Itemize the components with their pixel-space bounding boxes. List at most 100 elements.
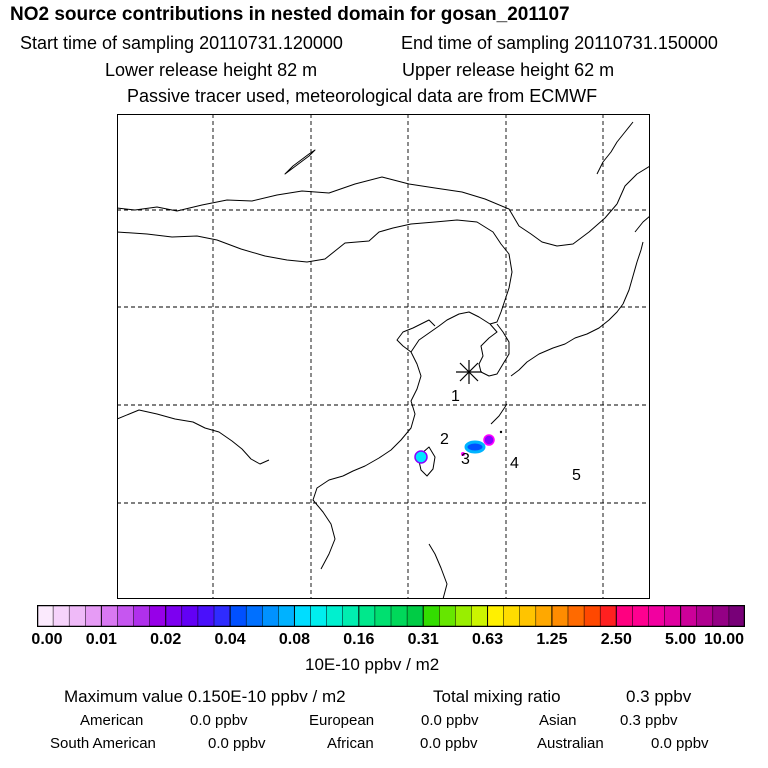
colorbar-swatch: [728, 605, 745, 627]
european-value: 0.0 ppbv: [421, 712, 479, 729]
colorbar-tick-label: 0.16: [343, 631, 375, 648]
colorbar-swatch: [680, 605, 698, 627]
asian-value: 0.3 ppbv: [620, 712, 678, 729]
region-label-1: 1: [451, 388, 460, 405]
colorbar-swatch: [583, 605, 601, 627]
colorbar-tick-label: 0.00: [31, 631, 63, 648]
plume-east: [483, 434, 495, 446]
south-american-value: 0.0 ppbv: [208, 735, 266, 752]
asian-label: Asian: [539, 712, 577, 729]
ryukyu-islands: [490, 403, 508, 425]
colorbar-tick-label: 0.08: [278, 631, 311, 648]
colorbar-swatch: [342, 605, 360, 627]
plume-taiwan: [414, 450, 428, 464]
japan-honshu-north: [622, 241, 644, 305]
colorbar-swatch: [422, 605, 441, 627]
colorbar-tick-label: 0.04: [214, 631, 246, 648]
colorbar-swatch: [696, 605, 714, 627]
colorbar-tick-label: 1.25: [536, 631, 568, 648]
colorbar-swatch: [181, 605, 199, 627]
colorbar-tick-label: 10.00: [703, 631, 745, 648]
colorbar-swatch: [390, 605, 408, 627]
colorbar-swatch: [358, 605, 376, 627]
upper-release-height: Upper release height 62 m: [402, 60, 615, 80]
region-label-4: 4: [510, 455, 519, 472]
tracer-note: Passive tracer used, meteorological data…: [127, 86, 598, 106]
colorbar-swatch: [133, 605, 151, 627]
star-icon: [456, 360, 482, 384]
australian-label: Australian: [537, 735, 604, 752]
max-value: Maximum value 0.150E-10 ppbv / m2: [64, 687, 346, 706]
colorbar-swatch: [632, 605, 650, 627]
region-label-3: 3: [461, 451, 470, 468]
map-panel: 1 2 3 4 5: [117, 114, 650, 599]
colorbar-swatch: [149, 605, 167, 627]
colorbar-swatch: [278, 605, 296, 627]
lower-release-height: Lower release height 82 m: [105, 60, 318, 80]
european-label: European: [309, 712, 375, 729]
african-value: 0.0 ppbv: [420, 735, 478, 752]
yellow-sea-shore: [396, 319, 436, 353]
plume-west: [461, 452, 465, 456]
colorbar-swatch: [503, 605, 521, 627]
luzon: [428, 543, 448, 599]
colorbar-swatch: [712, 605, 730, 627]
african-label: African: [327, 735, 374, 752]
colorbar-swatch: [374, 605, 392, 627]
colorbar-swatch: [293, 605, 312, 627]
china-mongolia-border: [117, 219, 513, 325]
colorbar-swatch: [310, 605, 328, 627]
end-time: End time of sampling 20110731.150000: [401, 33, 718, 53]
plume-layer: [414, 430, 503, 464]
colorbar-swatch: [519, 605, 537, 627]
total-mixing-label: Total mixing ratio: [433, 687, 561, 706]
colorbar-swatch: [52, 605, 70, 627]
russia-border: [117, 176, 618, 247]
colorbar-swatch: [326, 605, 344, 627]
colorbar-swatch: [213, 605, 231, 627]
colorbar-swatch: [68, 605, 86, 627]
colorbar-swatch: [455, 605, 473, 627]
colorbar-swatches: [37, 605, 745, 627]
colorbar-swatch: [551, 605, 569, 627]
region-label-2: 2: [440, 431, 449, 448]
plume-speck: [499, 430, 503, 434]
colorbar-swatch: [471, 605, 489, 627]
sakhalin: [596, 121, 634, 175]
colorbar-unit: 10E-10 ppbv / m2: [305, 655, 440, 674]
colorbar-swatch: [487, 605, 505, 627]
colorbar-swatch: [599, 605, 617, 627]
graticule: [117, 114, 650, 599]
coastlines-and-borders: [117, 121, 650, 599]
total-mixing-value: 0.3 ppbv: [626, 687, 692, 706]
korea-peninsula: [478, 323, 510, 377]
colorbar-tick-label: 0.63: [471, 631, 504, 648]
colorbar-swatch: [245, 605, 263, 627]
colorbar-tick-label: 0.02: [150, 631, 182, 648]
american-label: American: [80, 712, 144, 729]
region-label-5: 5: [572, 467, 581, 484]
australian-value: 0.0 ppbv: [651, 735, 709, 752]
colorbar-swatch: [100, 605, 119, 627]
colorbar-swatch: [85, 605, 103, 627]
colorbar-swatch: [229, 605, 248, 627]
colorbar-swatch: [117, 605, 135, 627]
plume-core: [464, 440, 486, 454]
colorbar-tick-label: 5.00: [665, 631, 697, 648]
lake-baikal: [284, 149, 316, 175]
colorbar-swatch: [648, 605, 666, 627]
south-american-label: South American: [50, 735, 156, 752]
colorbar-swatch: [37, 605, 54, 627]
colorbar: [37, 605, 745, 627]
china-coast: [342, 311, 491, 477]
colorbar-swatch: [439, 605, 457, 627]
colorbar-swatch: [262, 605, 280, 627]
map-frame: [117, 114, 650, 599]
colorbar-swatch: [615, 605, 634, 627]
japan-kyushu-honshu: [510, 303, 624, 377]
japan-hokkaido: [634, 215, 650, 233]
american-value: 0.0 ppbv: [190, 712, 248, 729]
china-west-border: [117, 409, 270, 465]
colorbar-tick-label: 0.31: [407, 631, 439, 648]
colorbar-swatch: [567, 605, 585, 627]
